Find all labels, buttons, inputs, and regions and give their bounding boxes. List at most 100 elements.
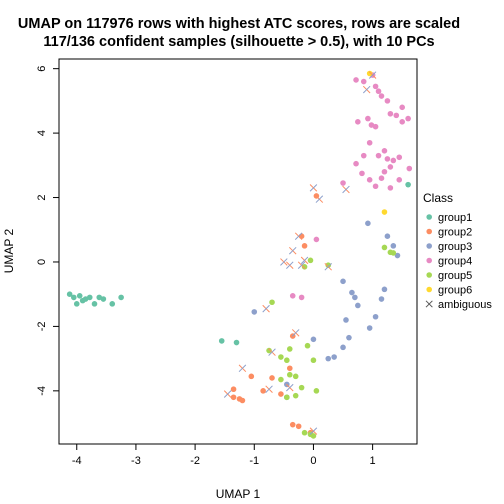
point-group5 <box>284 394 290 401</box>
point-group5 <box>381 244 388 251</box>
point-group4 <box>384 98 391 104</box>
point-ambiguous <box>288 246 297 255</box>
point-group4 <box>360 78 367 85</box>
y-tick-label: 4 <box>36 130 48 136</box>
legend-label-group3: group3 <box>438 241 472 253</box>
point-ambiguous <box>286 383 294 392</box>
point-group5 <box>325 262 332 268</box>
point-ambiguous <box>362 85 371 94</box>
point-group4 <box>366 177 373 183</box>
point-group4 <box>375 152 382 159</box>
point-group3 <box>352 294 358 301</box>
point-group5 <box>292 392 299 399</box>
point-group5 <box>292 373 299 380</box>
point-group3 <box>390 243 397 249</box>
legend-title: Class <box>423 191 453 205</box>
point-group2 <box>301 243 308 249</box>
point-ambiguous <box>286 261 294 269</box>
point-group4 <box>390 157 397 164</box>
point-ambiguous <box>297 261 306 269</box>
point-group4 <box>289 292 296 299</box>
legend-label-group4: group4 <box>438 256 472 268</box>
point-group1 <box>109 301 116 307</box>
point-group4 <box>340 180 346 186</box>
point-group5 <box>313 388 320 394</box>
point-group5 <box>304 342 311 349</box>
legend-label-group1: group1 <box>438 212 472 224</box>
point-group2 <box>289 421 296 428</box>
legend-label-group2: group2 <box>438 227 472 239</box>
point-group5 <box>310 433 317 439</box>
point-group1 <box>73 301 80 307</box>
point-group4 <box>378 175 385 182</box>
point-group3 <box>325 355 332 362</box>
point-ambiguous <box>280 258 288 266</box>
point-group5 <box>269 299 275 306</box>
point-group2 <box>248 373 255 380</box>
point-group3 <box>251 309 258 315</box>
point-group1 <box>70 294 77 301</box>
point-group4 <box>353 160 359 167</box>
point-group3 <box>310 336 317 343</box>
point-group4 <box>372 183 379 190</box>
x-tick-label: 0 <box>310 455 316 467</box>
point-group3 <box>384 233 391 239</box>
point-group5 <box>301 429 308 436</box>
point-group5 <box>278 376 284 383</box>
x-tick-label: 1 <box>370 455 376 467</box>
point-group4 <box>393 112 400 119</box>
y-tick-label: -4 <box>36 386 48 396</box>
point-group4 <box>396 154 403 161</box>
legend-marker-group5 <box>426 272 433 278</box>
x-axis: -4 -3 -2 -1 0 1 <box>72 443 376 467</box>
y-tick-label: 2 <box>36 194 48 200</box>
point-group3 <box>366 325 373 331</box>
point-group4 <box>313 236 320 243</box>
point-group1 <box>91 301 98 307</box>
legend-marker-group2 <box>426 228 433 235</box>
point-group4 <box>387 185 394 191</box>
point-group1 <box>100 296 107 302</box>
point-group4 <box>298 294 305 301</box>
y-tick-label: -2 <box>36 322 48 332</box>
point-group1 <box>66 291 73 297</box>
point-group3 <box>378 296 385 302</box>
point-ambiguous <box>309 427 318 435</box>
point-ambiguous <box>309 184 318 192</box>
point-group5 <box>284 357 290 364</box>
point-group2 <box>239 397 246 404</box>
x-tick-label: -4 <box>72 455 82 467</box>
point-group4 <box>372 83 379 90</box>
point-group5 <box>266 347 272 354</box>
point-ambiguous <box>262 304 270 313</box>
legend-marker-group1 <box>426 214 433 220</box>
point-group4 <box>365 115 371 122</box>
point-ambiguous <box>342 185 350 194</box>
point-group3 <box>346 334 352 341</box>
point-group5 <box>301 264 308 270</box>
point-group4 <box>384 156 391 162</box>
legend: Class group1 group2 group3 group4 group5 grou… <box>423 191 492 311</box>
point-group2 <box>298 233 305 239</box>
point-group4 <box>372 123 379 130</box>
point-group1 <box>118 294 124 301</box>
point-group4 <box>405 115 411 122</box>
point-group2 <box>260 388 266 394</box>
point-group4 <box>387 110 394 117</box>
legend-label-group5: group5 <box>438 270 472 282</box>
point-group5 <box>390 250 397 256</box>
point-group3 <box>331 354 337 360</box>
point-group4 <box>399 104 406 111</box>
point-group2 <box>230 394 237 401</box>
chart-title-line1: UMAP on 117976 rows with highest ATC sco… <box>18 16 460 32</box>
point-group3 <box>381 286 388 293</box>
point-group2 <box>230 386 237 393</box>
point-group4 <box>353 77 359 83</box>
point-group2 <box>269 375 275 381</box>
point-group1 <box>86 294 93 301</box>
point-group1 <box>218 338 225 344</box>
point-group6 <box>381 209 388 215</box>
point-group5 <box>298 384 305 391</box>
y-axis-label: UMAP 2 <box>2 228 16 273</box>
plot-frame <box>58 58 418 445</box>
